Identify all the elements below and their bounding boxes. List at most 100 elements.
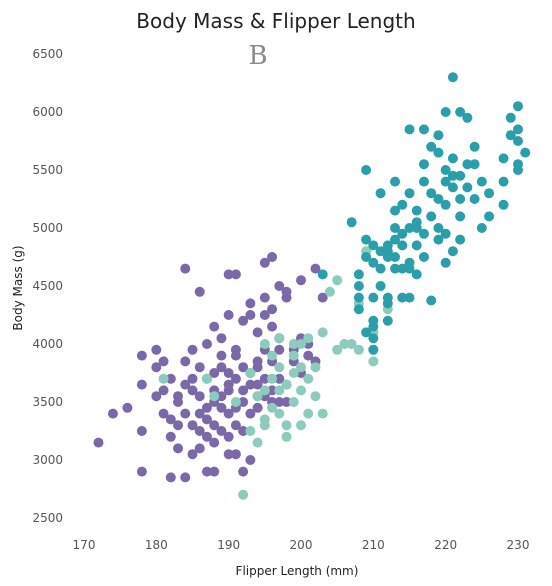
data-point	[505, 130, 516, 141]
data-point	[173, 420, 184, 431]
series-1	[158, 246, 393, 500]
data-point	[346, 339, 357, 349]
data-point	[447, 182, 458, 193]
data-point	[455, 194, 466, 204]
data-point	[317, 327, 328, 338]
data-point	[498, 176, 509, 187]
y-tick-label: 5500	[32, 163, 63, 177]
data-point	[259, 339, 270, 349]
data-point	[201, 402, 212, 413]
x-tick-label: 170	[73, 538, 96, 552]
data-point	[440, 199, 451, 210]
data-point	[433, 147, 444, 158]
data-point	[216, 350, 227, 361]
data-point	[187, 385, 198, 396]
data-point	[245, 455, 256, 465]
data-point	[375, 188, 386, 199]
data-point	[216, 426, 227, 436]
data-point	[201, 466, 212, 477]
data-point	[216, 402, 227, 413]
data-point	[245, 379, 256, 390]
data-point	[259, 373, 270, 384]
data-point	[476, 223, 487, 233]
data-point	[136, 426, 147, 436]
data-point	[165, 373, 176, 384]
data-point	[455, 107, 466, 117]
data-point	[368, 356, 379, 367]
data-point	[151, 344, 162, 355]
data-point	[245, 368, 256, 378]
data-point	[411, 205, 422, 216]
data-point	[136, 379, 147, 390]
data-point	[209, 321, 220, 332]
data-point	[194, 443, 205, 454]
y-tick-label: 5000	[32, 221, 63, 235]
data-point	[310, 391, 321, 402]
data-point	[201, 339, 212, 349]
data-point	[223, 368, 234, 378]
data-point	[353, 304, 364, 315]
data-point	[353, 292, 364, 303]
data-point	[238, 397, 249, 407]
data-point	[426, 295, 437, 306]
plot-points	[93, 72, 531, 500]
y-tick-label: 4500	[32, 279, 63, 293]
data-point	[375, 281, 386, 291]
data-point	[303, 373, 314, 384]
data-point	[455, 211, 466, 222]
data-point	[361, 327, 372, 338]
data-point	[259, 310, 270, 320]
data-point	[238, 385, 249, 396]
data-point	[469, 194, 480, 204]
data-point	[368, 333, 379, 344]
data-point	[484, 211, 495, 222]
data-point	[230, 420, 241, 431]
data-point	[187, 373, 198, 384]
data-point	[267, 350, 278, 361]
data-point	[303, 333, 314, 344]
data-point	[288, 339, 299, 349]
data-point	[418, 176, 429, 187]
data-point	[259, 385, 270, 396]
data-point	[194, 391, 205, 402]
data-point	[375, 263, 386, 274]
chart-title: Body Mass & Flipper Length	[136, 9, 415, 33]
data-point	[136, 350, 147, 361]
data-point	[462, 112, 473, 123]
data-point	[411, 217, 422, 228]
data-point	[390, 263, 401, 274]
data-point	[209, 420, 220, 431]
y-tick-label: 2500	[32, 511, 63, 525]
data-point	[447, 246, 458, 257]
y-tick-label: 6500	[32, 47, 63, 61]
data-point	[259, 420, 270, 431]
data-point	[209, 391, 220, 402]
data-point	[187, 420, 198, 431]
data-point	[209, 466, 220, 477]
data-point	[404, 124, 415, 135]
data-point	[469, 159, 480, 170]
x-tick-labels: 170 180 190 200 210 220 230	[73, 538, 530, 552]
data-point	[194, 408, 205, 419]
data-point	[310, 362, 321, 373]
data-point	[390, 252, 401, 262]
data-point	[418, 159, 429, 170]
data-point	[180, 356, 191, 367]
data-point	[324, 286, 335, 297]
data-point	[281, 397, 292, 407]
data-point	[173, 443, 184, 454]
data-point	[180, 379, 191, 390]
data-point	[267, 252, 278, 262]
data-point	[353, 344, 364, 355]
data-point	[411, 269, 422, 280]
y-tick-label: 3000	[32, 453, 63, 467]
data-point	[426, 188, 437, 199]
data-point	[317, 408, 328, 419]
data-point	[274, 362, 285, 373]
data-point	[288, 368, 299, 378]
data-point	[259, 257, 270, 268]
data-point	[165, 414, 176, 425]
data-point	[173, 397, 184, 407]
data-point	[433, 234, 444, 245]
